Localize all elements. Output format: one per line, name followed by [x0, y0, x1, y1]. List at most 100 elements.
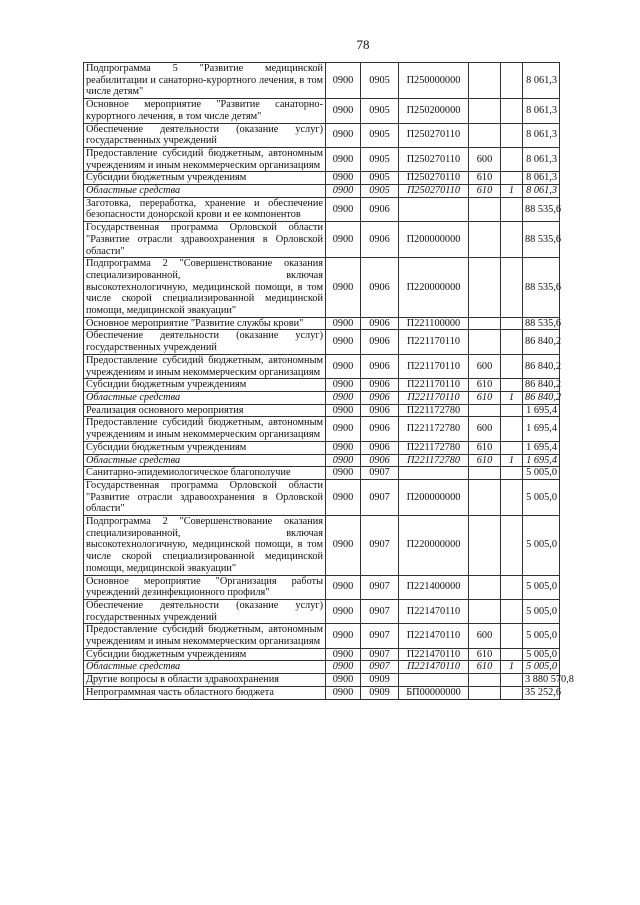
expense-type-code-cell: [468, 685, 501, 700]
target-article-code-cell: [398, 673, 469, 687]
target-article-code-cell: П220000000: [398, 515, 469, 576]
row-name-cell: Областные средства: [83, 390, 326, 405]
row-name-cell: Государственная программа Орловской обла…: [83, 478, 326, 517]
table-row: Областные средства 0900 0907 П221470110 610 1…: [83, 660, 560, 675]
funding-source-code-cell: [500, 647, 523, 662]
expense-type-code-cell: [468, 316, 501, 331]
target-article-code-cell: П221470110: [398, 598, 469, 625]
expense-type-code-cell: 600: [468, 146, 501, 173]
target-article-code-cell: П220000000: [398, 257, 469, 318]
target-article-code-cell: П250270110: [398, 146, 469, 173]
target-article-code-cell: П221170110: [398, 390, 469, 405]
table-row: Непрограммная часть областного бюджета 09…: [83, 685, 561, 700]
table-row: Субсидии бюджетным учреждениям 0900 0905 П2…: [83, 171, 560, 186]
row-name-cell: Подпрограмма 5 "Развитие медицинской реа…: [83, 61, 326, 100]
amount-cell: 8 061,3: [522, 98, 560, 124]
ministry-code-cell: 0900: [325, 196, 361, 223]
funding-source-code-cell: [500, 122, 523, 148]
ministry-code-cell: 0900: [325, 673, 361, 687]
section-code-cell: 0907: [360, 466, 399, 480]
target-article-code-cell: П221470110: [398, 647, 469, 662]
table-row: Предоставление субсидий бюджетным, автон…: [83, 623, 560, 649]
amount-cell: 5 005,0: [522, 478, 560, 517]
ministry-code-cell: 0900: [325, 574, 361, 600]
ministry-code-cell: 0900: [325, 171, 361, 186]
section-code-cell: 0905: [360, 98, 399, 124]
row-name-cell: Областные средства: [83, 660, 326, 675]
funding-source-code-cell: [500, 574, 523, 600]
amount-cell: 5 005,0: [522, 574, 560, 600]
ministry-code-cell: 0900: [325, 98, 361, 124]
section-code-cell: 0909: [360, 685, 399, 700]
section-code-cell: 0906: [360, 329, 399, 355]
funding-source-code-cell: [500, 623, 523, 649]
amount-cell: 86 840,2: [522, 378, 561, 392]
amount-cell: 86 840,2: [522, 353, 561, 380]
funding-source-code-cell: [500, 329, 523, 355]
page-number: 78: [356, 37, 370, 52]
ministry-code-cell: 0900: [325, 257, 361, 318]
funding-source-code-cell: 1: [500, 453, 523, 468]
row-name-cell: Областные средства: [83, 453, 326, 468]
expense-type-code-cell: 600: [468, 416, 501, 442]
row-name-cell: Предоставление субсидий бюджетным, автон…: [83, 416, 326, 442]
funding-source-code-cell: [500, 316, 523, 331]
expense-type-code-cell: [468, 598, 501, 625]
table-row: Областные средства 0900 0906 П221172780 610 1…: [83, 453, 560, 468]
ministry-code-cell: 0900: [325, 685, 361, 700]
funding-source-code-cell: 1: [500, 660, 523, 675]
row-name-cell: Субсидии бюджетным учреждениям: [83, 171, 326, 186]
table-row: Субсидии бюджетным учреждениям 0900 0906 П2…: [83, 440, 560, 455]
target-article-code-cell: П221100000: [398, 316, 469, 331]
ministry-code-cell: 0900: [325, 623, 361, 649]
row-name-cell: Областные средства: [83, 184, 326, 198]
expense-type-code-cell: 610: [468, 453, 501, 468]
section-code-cell: 0907: [360, 574, 399, 600]
amount-cell: 3 880 570,8: [522, 673, 574, 687]
ministry-code-cell: 0900: [325, 466, 361, 480]
row-name-cell: Основное мероприятие "Развитие службы кр…: [83, 316, 326, 331]
ministry-code-cell: 0900: [325, 122, 361, 148]
expense-type-code-cell: [468, 257, 501, 318]
row-name-cell: Предоставление субсидий бюджетным, автон…: [83, 623, 326, 649]
table-row: Субсидии бюджетным учреждениям 0900 0906 П2…: [83, 378, 561, 392]
section-code-cell: 0906: [360, 316, 399, 331]
funding-source-code-cell: [500, 673, 523, 687]
target-article-code-cell: П250270110: [398, 122, 469, 148]
ministry-code-cell: 0900: [325, 403, 361, 418]
table-row: Предоставление субсидий бюджетным, автон…: [83, 416, 560, 442]
ministry-code-cell: 0900: [325, 515, 361, 576]
section-code-cell: 0905: [360, 61, 399, 100]
funding-source-code-cell: [500, 416, 523, 442]
section-code-cell: 0906: [360, 378, 399, 392]
section-code-cell: 0907: [360, 515, 399, 576]
ministry-code-cell: 0900: [325, 660, 361, 675]
table-row: Основное мероприятие "Развитие санаторно…: [83, 98, 560, 124]
ministry-code-cell: 0900: [325, 598, 361, 625]
section-code-cell: 0905: [360, 146, 399, 173]
section-code-cell: 0906: [360, 453, 399, 468]
funding-source-code-cell: [500, 196, 523, 223]
target-article-code-cell: П200000000: [398, 478, 469, 517]
row-name-cell: Субсидии бюджетным учреждениям: [83, 440, 326, 455]
amount-cell: 1 695,4: [522, 416, 560, 442]
ministry-code-cell: 0900: [325, 329, 361, 355]
table-row: Обеспечение деятельности (оказание услуг…: [83, 329, 561, 355]
row-name-cell: Основное мероприятие "Организация работы…: [83, 574, 326, 600]
ministry-code-cell: 0900: [325, 146, 361, 173]
target-article-code-cell: БП00000000: [398, 685, 469, 700]
row-name-cell: Предоставление субсидий бюджетным, автон…: [83, 146, 326, 173]
table-row: Основное мероприятие "Развитие службы кр…: [83, 316, 561, 331]
funding-source-code-cell: [500, 478, 523, 517]
row-name-cell: Обеспечение деятельности (оказание услуг…: [83, 598, 326, 625]
table-row: Подпрограмма 5 "Развитие медицинской реа…: [83, 61, 560, 100]
table-row: Подпрограмма 2 "Совершенствование оказан…: [83, 257, 561, 318]
expense-type-code-cell: 610: [468, 390, 501, 405]
funding-source-code-cell: [500, 98, 523, 124]
expense-type-code-cell: 610: [468, 171, 501, 186]
expense-type-code-cell: 610: [468, 184, 501, 198]
section-code-cell: 0907: [360, 660, 399, 675]
funding-source-code-cell: [500, 353, 523, 380]
section-code-cell: 0906: [360, 221, 399, 259]
target-article-code-cell: П221172780: [398, 440, 469, 455]
